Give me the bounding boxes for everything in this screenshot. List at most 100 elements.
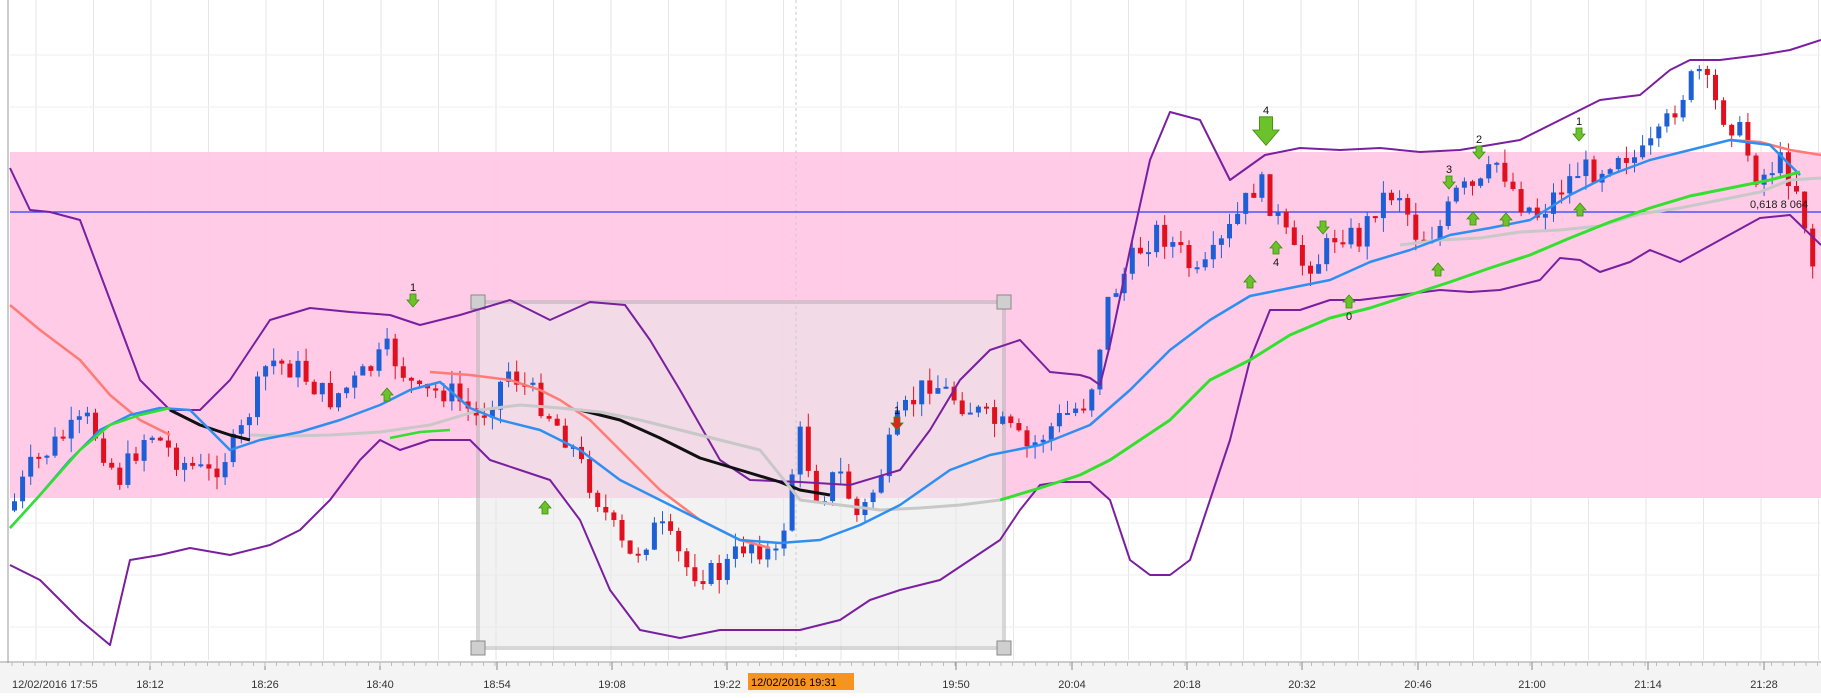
candle — [611, 510, 617, 527]
ma-green — [999, 170, 1801, 502]
arrow-down-icon[interactable]: 1 — [406, 282, 420, 308]
candle — [1146, 240, 1151, 267]
bollinger-upper — [9, 39, 1821, 486]
time-label: 21:14 — [1634, 679, 1662, 691]
candle — [1162, 215, 1168, 259]
signal-label: 1 — [410, 282, 416, 294]
candle — [546, 413, 552, 422]
candle — [271, 348, 277, 375]
candle — [149, 435, 155, 444]
candle — [1680, 95, 1686, 122]
candle — [1478, 177, 1484, 189]
time-label: 20:04 — [1058, 679, 1086, 691]
selection-handle[interactable] — [470, 640, 486, 656]
arrow-down-icon[interactable]: 1 — [890, 405, 904, 431]
candle — [975, 404, 981, 418]
candle — [1235, 202, 1241, 226]
arrow-up-icon[interactable] — [1499, 212, 1513, 227]
candle — [692, 553, 698, 587]
candle — [1704, 65, 1710, 89]
time-label: 18:40 — [366, 679, 394, 691]
selection-handle[interactable] — [996, 640, 1012, 656]
candle — [141, 434, 147, 472]
candle — [1210, 231, 1216, 269]
candle — [1591, 155, 1597, 184]
candle — [344, 386, 350, 399]
candle — [1542, 203, 1548, 230]
arrow-up-icon[interactable] — [538, 500, 552, 515]
candle — [198, 453, 204, 468]
time-label: 20:46 — [1404, 679, 1432, 691]
candle — [538, 373, 544, 419]
candle — [1202, 252, 1208, 271]
arrow-up-icon[interactable] — [380, 387, 394, 402]
candle — [336, 392, 341, 412]
candle — [1299, 235, 1305, 276]
candle — [109, 458, 115, 470]
candle — [498, 380, 503, 424]
selection-handle[interactable] — [470, 294, 486, 310]
candle — [1194, 261, 1200, 274]
candle — [838, 457, 844, 484]
candle — [1437, 219, 1443, 247]
arrow-up-icon[interactable] — [1466, 211, 1480, 226]
candle — [303, 348, 309, 385]
arrow-up-icon[interactable] — [1243, 274, 1257, 289]
candle — [263, 364, 269, 391]
candle — [1008, 414, 1014, 428]
candle — [1502, 149, 1508, 188]
time-label: 21:00 — [1518, 679, 1546, 691]
candle — [1672, 105, 1678, 125]
candle — [959, 392, 965, 417]
arrow-up-icon[interactable]: 4 — [1269, 240, 1283, 269]
fib-label: 0,618 8 064 — [1750, 199, 1808, 211]
arrow-down-icon[interactable] — [1316, 220, 1330, 235]
candle — [190, 456, 196, 470]
candle — [52, 427, 58, 458]
candle — [182, 456, 188, 482]
arrow-up-icon[interactable] — [1573, 202, 1587, 217]
arrow-up-icon[interactable]: 0 — [1342, 294, 1356, 323]
candle — [1170, 236, 1176, 258]
ma-green — [389, 428, 451, 440]
candle — [1486, 155, 1492, 184]
bollinger-lower — [9, 214, 1821, 646]
candle — [1081, 398, 1087, 414]
ma-green — [9, 406, 171, 529]
candle — [295, 350, 301, 388]
candle — [1291, 220, 1297, 246]
candle — [1567, 163, 1573, 204]
candle — [376, 342, 382, 377]
candle — [1048, 422, 1054, 451]
arrow-down-icon[interactable]: 3 — [1442, 164, 1456, 190]
candle — [352, 371, 358, 399]
candle — [1316, 254, 1322, 274]
candle — [1089, 387, 1095, 417]
candle — [765, 540, 771, 568]
candle — [1113, 288, 1119, 298]
selection-handle[interactable] — [996, 294, 1012, 310]
arrow-down-icon[interactable]: 1 — [1572, 116, 1586, 142]
candle — [595, 490, 601, 512]
signal-label: 4 — [1273, 257, 1279, 269]
candle — [246, 413, 252, 439]
candle — [935, 375, 941, 395]
candle — [506, 362, 512, 388]
arrow-down-icon[interactable]: 2 — [1472, 134, 1486, 160]
signal-label: 1 — [1576, 116, 1582, 128]
time-label: 19:08 — [598, 679, 626, 691]
candle — [1227, 213, 1232, 248]
arrow-up-icon[interactable] — [1431, 262, 1445, 277]
candle — [489, 400, 495, 430]
candle — [238, 419, 244, 444]
candle — [635, 547, 641, 563]
candle — [1810, 223, 1816, 279]
signal-label: 0 — [1346, 311, 1352, 323]
candle — [1648, 126, 1654, 155]
cursor-time-label: 12/02/2016 19:31 — [751, 677, 837, 689]
candle — [1243, 192, 1249, 225]
candle — [773, 543, 779, 561]
candle — [919, 380, 925, 417]
arrow-down-icon[interactable]: 4 — [1251, 105, 1281, 147]
